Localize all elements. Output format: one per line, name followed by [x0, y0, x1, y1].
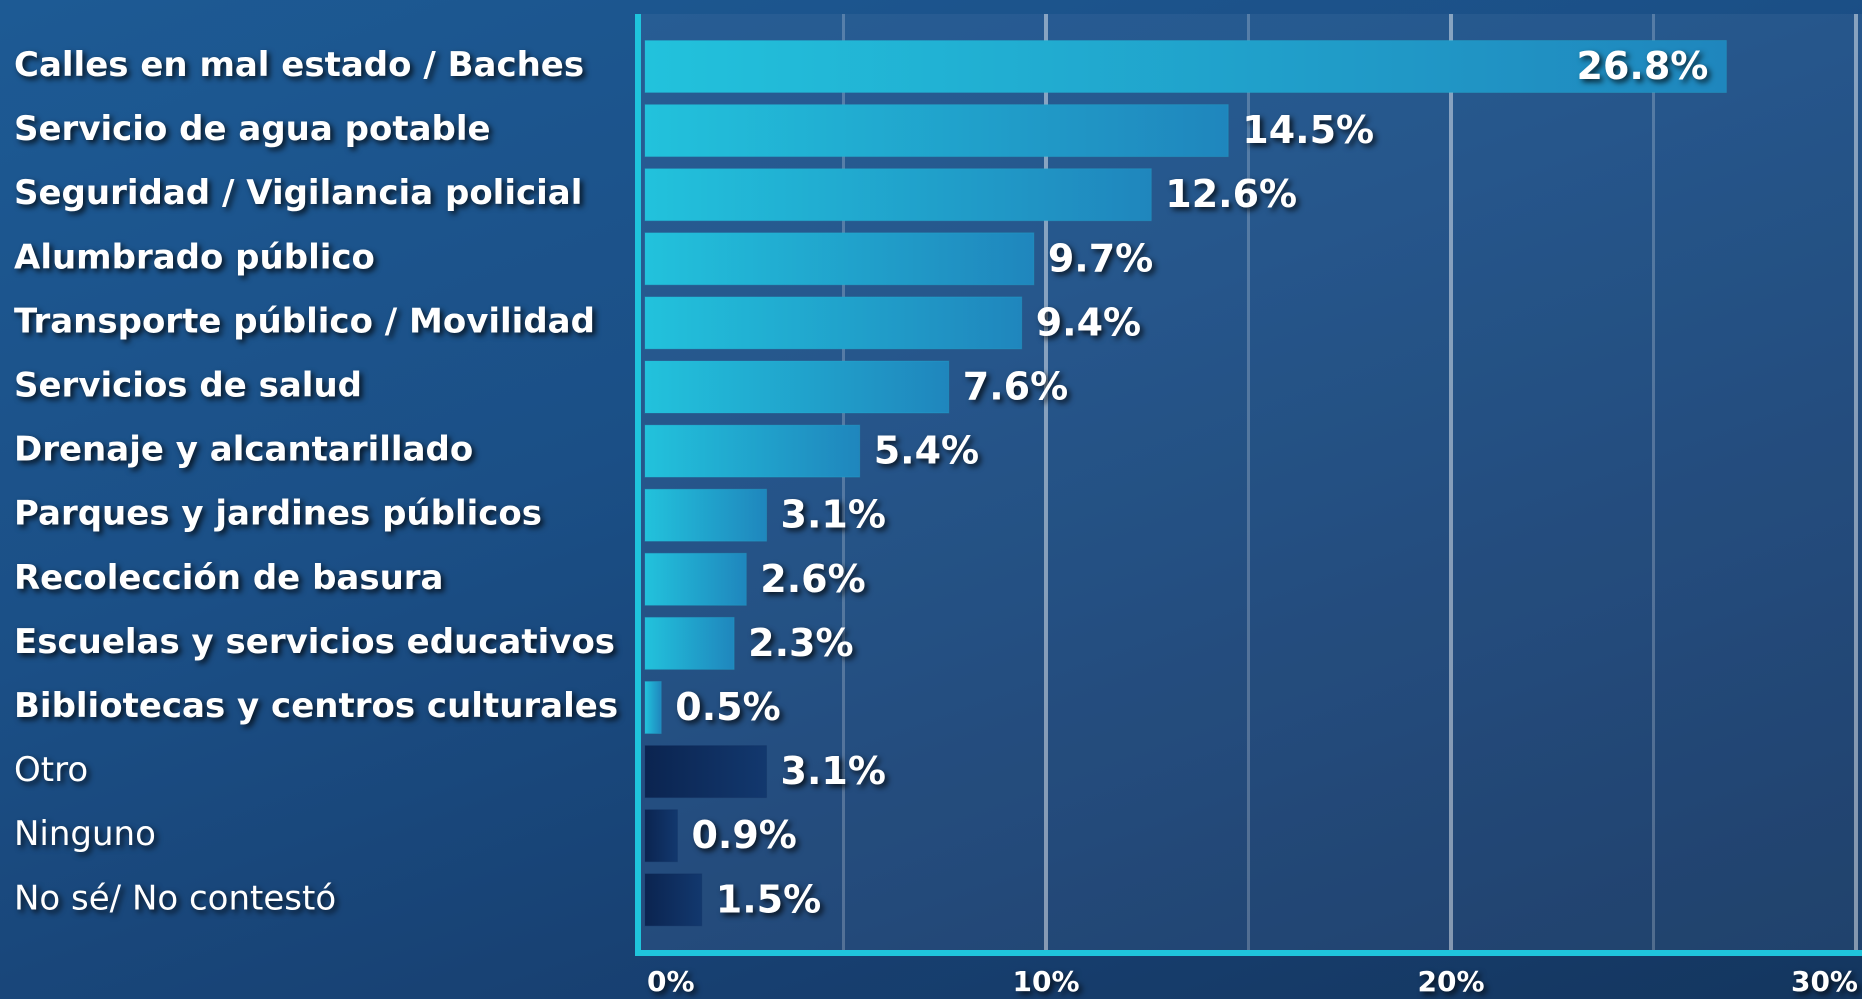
bar — [644, 40, 1727, 93]
y-tick-label: Transporte público / Movilidad — [14, 301, 595, 341]
bar — [644, 296, 1023, 350]
bar — [644, 488, 768, 542]
value-label: 3.1% — [781, 493, 886, 537]
y-tick-label: Servicio de agua potable — [14, 109, 491, 149]
y-tick-label: Escuelas y servicios educativos — [14, 622, 615, 662]
bar — [644, 168, 1152, 222]
value-label: 2.3% — [748, 621, 853, 665]
bar — [644, 360, 950, 414]
bar — [644, 424, 861, 478]
value-label: 7.6% — [963, 365, 1068, 409]
bar — [644, 873, 703, 927]
value-label: 2.6% — [760, 557, 865, 601]
value-label: 9.7% — [1048, 236, 1153, 280]
bar — [644, 104, 1229, 158]
bar — [644, 232, 1035, 286]
y-tick-label: Drenaje y alcantarillado — [14, 430, 473, 470]
bar — [644, 809, 678, 863]
value-label: 0.5% — [675, 685, 780, 729]
y-tick-label: Servicios de salud — [14, 366, 362, 406]
y-tick-label: No sé/ No contestó — [14, 878, 336, 918]
y-tick-label: Parques y jardines públicos — [14, 494, 542, 534]
y-tick-label: Calles en mal estado / Baches — [14, 45, 584, 85]
y-tick-label: Recolección de basura — [14, 558, 444, 598]
value-label: 12.6% — [1165, 172, 1297, 216]
bar — [644, 745, 768, 799]
value-label: 5.4% — [874, 429, 979, 473]
x-tick-label: 30% — [1791, 965, 1858, 998]
bar — [644, 616, 735, 670]
value-label: 14.5% — [1242, 108, 1374, 152]
y-tick-label: Alumbrado público — [14, 237, 375, 277]
x-tick-label: 0% — [647, 965, 695, 998]
y-tick-label: Ninguno — [14, 814, 156, 854]
x-tick-label: 20% — [1417, 965, 1484, 998]
y-tick-label: Seguridad / Vigilancia policial — [14, 173, 582, 213]
x-tick-label: 10% — [1012, 965, 1079, 998]
value-label: 26.8% — [1577, 44, 1709, 88]
y-tick-label: Otro — [14, 750, 88, 790]
value-label: 0.9% — [691, 813, 796, 857]
y-tick-label: Bibliotecas y centros culturales — [14, 686, 618, 726]
value-label: 9.4% — [1036, 300, 1141, 344]
value-label: 3.1% — [781, 749, 886, 793]
bar — [644, 552, 747, 606]
value-label: 1.5% — [716, 877, 821, 921]
bar — [644, 681, 662, 734]
